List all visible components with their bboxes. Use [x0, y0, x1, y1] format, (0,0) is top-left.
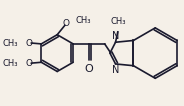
Text: CH₃: CH₃ [2, 38, 18, 47]
Text: N: N [112, 65, 119, 75]
Text: CH₃: CH₃ [110, 17, 126, 26]
Text: O: O [26, 38, 33, 47]
Text: O: O [63, 19, 70, 28]
Text: CH₃: CH₃ [2, 59, 18, 68]
Text: N: N [112, 31, 119, 41]
Text: O: O [84, 64, 93, 74]
Text: O: O [26, 59, 33, 68]
Text: CH₃: CH₃ [75, 16, 91, 25]
